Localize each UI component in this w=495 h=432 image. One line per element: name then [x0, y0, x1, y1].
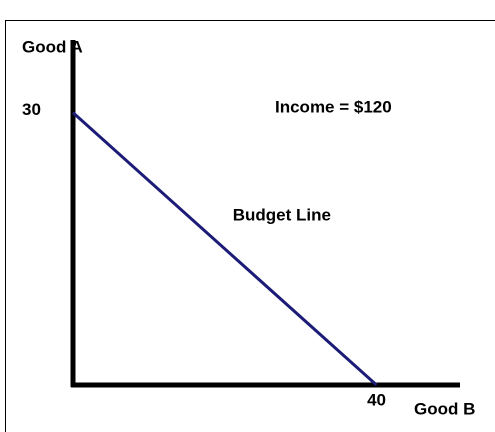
y-tick-label: 30: [22, 100, 41, 119]
x-tick-label: 40: [367, 390, 386, 409]
budget-line: [71, 111, 378, 387]
x-axis-label: Good B: [414, 399, 475, 418]
annotation: Income = $120: [275, 97, 392, 116]
frame: [5, 20, 495, 432]
y-axis-label: Good A: [22, 37, 83, 56]
series-label: Budget Line: [233, 205, 331, 224]
